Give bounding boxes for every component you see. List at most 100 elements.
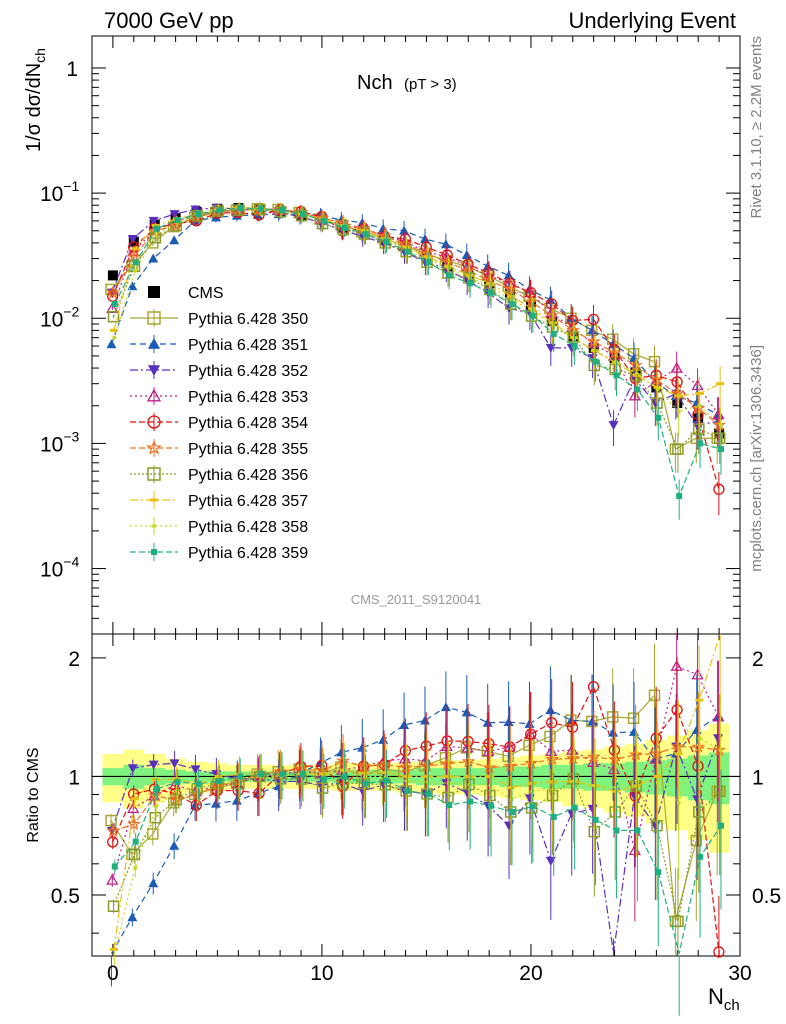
ratio-point — [608, 727, 619, 737]
legend-label: Pythia 6.428 352 — [188, 363, 308, 380]
ratio-point — [571, 804, 578, 811]
ratio-point — [404, 787, 411, 794]
legend-marker — [146, 388, 162, 402]
series-line — [110, 208, 718, 451]
data-point — [383, 238, 390, 245]
legend-item: Pythia 6.428 357 — [130, 491, 308, 510]
y-tick-base: 10 — [40, 183, 63, 206]
ratio-point — [693, 806, 705, 818]
x-axis-title: Nch — [708, 984, 740, 1014]
y-axis-title-sub: ch — [32, 48, 48, 63]
y-tick-base: 10 — [40, 559, 63, 582]
ratio-point — [587, 749, 601, 763]
x-axis-title-main: N — [708, 984, 724, 1009]
legend-marker — [147, 415, 161, 429]
data-point — [550, 330, 557, 337]
ratio-point — [425, 790, 432, 797]
data-point — [109, 328, 118, 332]
data-point — [169, 210, 180, 220]
ratio-point — [504, 821, 515, 831]
data-point — [587, 325, 598, 335]
ratio-point — [111, 863, 118, 870]
data-point — [107, 270, 118, 281]
ratio-point — [461, 707, 472, 717]
data-point — [127, 281, 138, 291]
legend-marker — [147, 467, 161, 481]
legend-label: Pythia 6.428 350 — [188, 311, 308, 328]
legend-item: Pythia 6.428 350 — [130, 309, 308, 328]
ratio-y-axis-title: Ratio to CMS — [25, 747, 42, 842]
ratio-point — [648, 689, 661, 702]
ratio-point — [676, 800, 681, 805]
y-tick-exponent: −1 — [63, 178, 79, 194]
data-point — [106, 339, 117, 349]
data-point — [133, 268, 138, 273]
ratio-point — [440, 702, 451, 712]
ratio-point — [357, 742, 368, 752]
ratio-point — [399, 719, 410, 729]
legend-marker — [152, 524, 156, 528]
legend-label: Pythia 6.428 358 — [188, 519, 308, 536]
ratio-point — [127, 817, 141, 831]
ratio-line — [112, 685, 720, 953]
data-point — [425, 259, 432, 266]
data-point — [461, 250, 472, 260]
data-point — [258, 205, 265, 212]
ratio-point — [697, 736, 702, 741]
legend-marker — [150, 498, 158, 502]
ratio-point — [446, 802, 453, 809]
data-point — [419, 233, 430, 243]
x-tick-label: 0 — [107, 962, 119, 985]
data-point — [112, 335, 117, 340]
data-point — [127, 234, 138, 244]
ratio-point — [105, 814, 117, 827]
legend-item: Pythia 6.428 353 — [130, 387, 308, 406]
data-point — [399, 225, 410, 235]
collision-label: 7000 GeV pp — [104, 8, 234, 33]
x-tick-label: 10 — [310, 962, 333, 985]
ratio-point — [190, 765, 201, 775]
ratio-y-tick-label: 2 — [68, 648, 80, 671]
series-10 — [111, 202, 724, 520]
ratio-point — [341, 773, 348, 780]
plot-subtitle: (pT > 3) — [404, 76, 457, 93]
series-line — [114, 207, 722, 498]
data-point — [106, 285, 120, 299]
ratio-line — [111, 665, 720, 881]
ratio-point — [127, 802, 140, 814]
data-point — [237, 205, 244, 212]
ratio-point — [613, 827, 620, 834]
ratio-point — [503, 758, 518, 772]
data-point — [693, 423, 705, 435]
ratio-point — [691, 668, 704, 680]
ratio-point — [488, 802, 495, 809]
legend-label: CMS — [188, 285, 224, 302]
data-point — [210, 212, 221, 222]
y-tick-label: 10−1 — [40, 178, 80, 206]
ratio-point — [524, 755, 539, 770]
data-point — [440, 239, 451, 249]
ratio-point — [216, 778, 223, 785]
ratio-point — [195, 780, 202, 787]
data-point — [320, 217, 327, 224]
ratio-point — [713, 785, 726, 798]
x-axis-title-sub: ch — [724, 997, 740, 1014]
ratio-point — [128, 848, 141, 861]
data-point — [713, 483, 725, 495]
x-tick-label: 20 — [519, 962, 542, 985]
legend-item: Pythia 6.428 359 — [130, 543, 308, 562]
ratio-point — [279, 771, 286, 778]
ratio-line — [114, 773, 722, 954]
y-axis-title: 1/σ dσ/dNch — [23, 48, 48, 152]
ratio-y-tick-label-right: 2 — [752, 648, 764, 671]
data-point — [216, 207, 223, 214]
ratio-point — [147, 828, 159, 840]
data-point — [655, 387, 660, 392]
series-line — [112, 208, 720, 451]
legend-item: Pythia 6.428 358 — [130, 517, 308, 536]
y-axis-title-main: 1/σ dσ/dN — [23, 63, 45, 152]
data-point — [503, 270, 514, 280]
ratio-point — [713, 946, 725, 958]
plot-title: Nch — [357, 72, 393, 94]
